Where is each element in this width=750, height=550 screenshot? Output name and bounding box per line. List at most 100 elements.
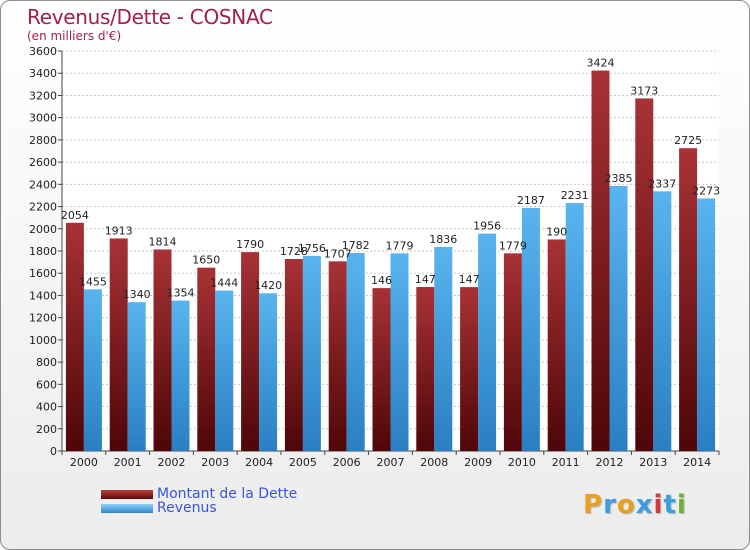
- bar-revenus: [346, 253, 365, 451]
- bar-revenus: [521, 208, 540, 451]
- bar-dette: [679, 148, 698, 451]
- x-tick-label: 2000: [70, 456, 98, 469]
- x-tick-label: 2005: [289, 456, 317, 469]
- data-label: 2231: [561, 189, 589, 202]
- y-tick-label: 2600: [29, 156, 57, 169]
- logo-letter: i: [676, 490, 687, 520]
- x-tick-label: 2012: [596, 456, 624, 469]
- data-label: 1814: [149, 235, 177, 248]
- bar-revenus: [565, 203, 584, 451]
- x-tick-label: 2011: [552, 456, 580, 469]
- logo-letter: i: [653, 490, 664, 520]
- legend-label-revenus: Revenus: [157, 500, 217, 516]
- y-tick-label: 1600: [29, 267, 57, 280]
- data-label: 2273: [692, 184, 720, 197]
- bar-revenus: [83, 289, 102, 451]
- logo-letter: x: [635, 490, 654, 520]
- data-label: 1455: [79, 275, 107, 288]
- bar-revenus: [478, 233, 497, 451]
- data-label: 2054: [61, 209, 89, 222]
- y-tick-label: 3200: [29, 89, 57, 102]
- x-tick-label: 2008: [420, 456, 448, 469]
- logo-letter: P: [583, 490, 604, 520]
- data-label: 3173: [630, 84, 658, 97]
- data-label: 1836: [429, 233, 457, 246]
- bar-revenus: [215, 290, 234, 451]
- bar-revenus: [697, 198, 716, 451]
- data-label: 1956: [473, 220, 501, 233]
- legend-swatch-dette: [101, 490, 153, 499]
- bar-dette: [503, 253, 522, 451]
- y-tick-label: 2800: [29, 134, 57, 147]
- x-tick-label: 2006: [333, 456, 361, 469]
- logo-letter: r: [603, 490, 617, 520]
- chart-subtitle: (en milliers d'€): [27, 29, 122, 43]
- x-tick-label: 2010: [508, 456, 536, 469]
- data-label: 1340: [123, 288, 151, 301]
- x-tick-label: 2009: [464, 456, 492, 469]
- x-tick-label: 2014: [683, 456, 711, 469]
- data-label: 1728: [280, 245, 308, 258]
- bar-revenus: [302, 255, 321, 451]
- bar-revenus: [390, 253, 409, 451]
- data-label: 146: [371, 274, 392, 287]
- bar-revenus: [653, 191, 672, 452]
- chart-title: Revenus/Dette - COSNAC: [27, 5, 273, 29]
- bar-dette: [635, 98, 654, 451]
- data-label: 1913: [105, 224, 133, 237]
- bar-dette: [591, 70, 610, 452]
- data-label: 1650: [192, 254, 220, 267]
- data-label: 2385: [605, 172, 633, 185]
- bar-dette: [153, 249, 172, 451]
- data-label: 2337: [648, 177, 676, 190]
- legend-swatch-revenus: [101, 504, 153, 513]
- y-tick-label: 2200: [29, 201, 57, 214]
- data-label: 3424: [587, 57, 615, 70]
- y-tick-label: 1400: [29, 289, 57, 302]
- y-tick-label: 3600: [29, 45, 57, 58]
- bar-revenus: [171, 300, 190, 451]
- data-label: 1779: [386, 239, 414, 252]
- logo-letter: o: [616, 490, 636, 520]
- data-label: 1756: [298, 242, 326, 255]
- data-label: 1790: [236, 238, 264, 251]
- bar-revenus: [127, 302, 146, 451]
- bar-dette: [460, 287, 479, 451]
- logo-letter: t: [663, 490, 677, 520]
- data-label: 1707: [324, 247, 352, 260]
- bar-revenus: [259, 293, 278, 451]
- y-tick-label: 3000: [29, 112, 57, 125]
- y-tick-label: 1000: [29, 334, 57, 347]
- y-tick-label: 3400: [29, 67, 57, 80]
- y-tick-label: 600: [36, 378, 57, 391]
- bar-dette: [372, 288, 391, 451]
- y-tick-label: 400: [36, 401, 57, 414]
- data-label: 2187: [517, 194, 545, 207]
- data-label: 1444: [210, 277, 238, 290]
- x-tick-label: 2003: [201, 456, 229, 469]
- bar-dette: [197, 267, 216, 451]
- data-label: 1354: [167, 287, 195, 300]
- x-tick-label: 2004: [245, 456, 273, 469]
- data-label: 147: [415, 273, 436, 286]
- x-tick-label: 2002: [158, 456, 186, 469]
- y-tick-label: 200: [36, 423, 57, 436]
- y-tick-label: 800: [36, 356, 57, 369]
- proxiti-logo: Proxiti: [583, 490, 687, 520]
- x-tick-label: 2001: [114, 456, 142, 469]
- x-tick-label: 2007: [377, 456, 405, 469]
- bar-dette: [328, 261, 347, 451]
- data-label: 1779: [499, 239, 527, 252]
- y-tick-label: 2400: [29, 178, 57, 191]
- bar-dette: [547, 239, 566, 451]
- data-label: 2725: [674, 134, 702, 147]
- bar-dette: [65, 222, 84, 451]
- x-tick-label: 2013: [639, 456, 667, 469]
- bar-revenus: [434, 247, 453, 451]
- bar-dette: [284, 259, 303, 451]
- data-label: 1420: [254, 279, 282, 292]
- data-label: 190: [546, 225, 567, 238]
- y-tick-label: 0: [50, 445, 57, 458]
